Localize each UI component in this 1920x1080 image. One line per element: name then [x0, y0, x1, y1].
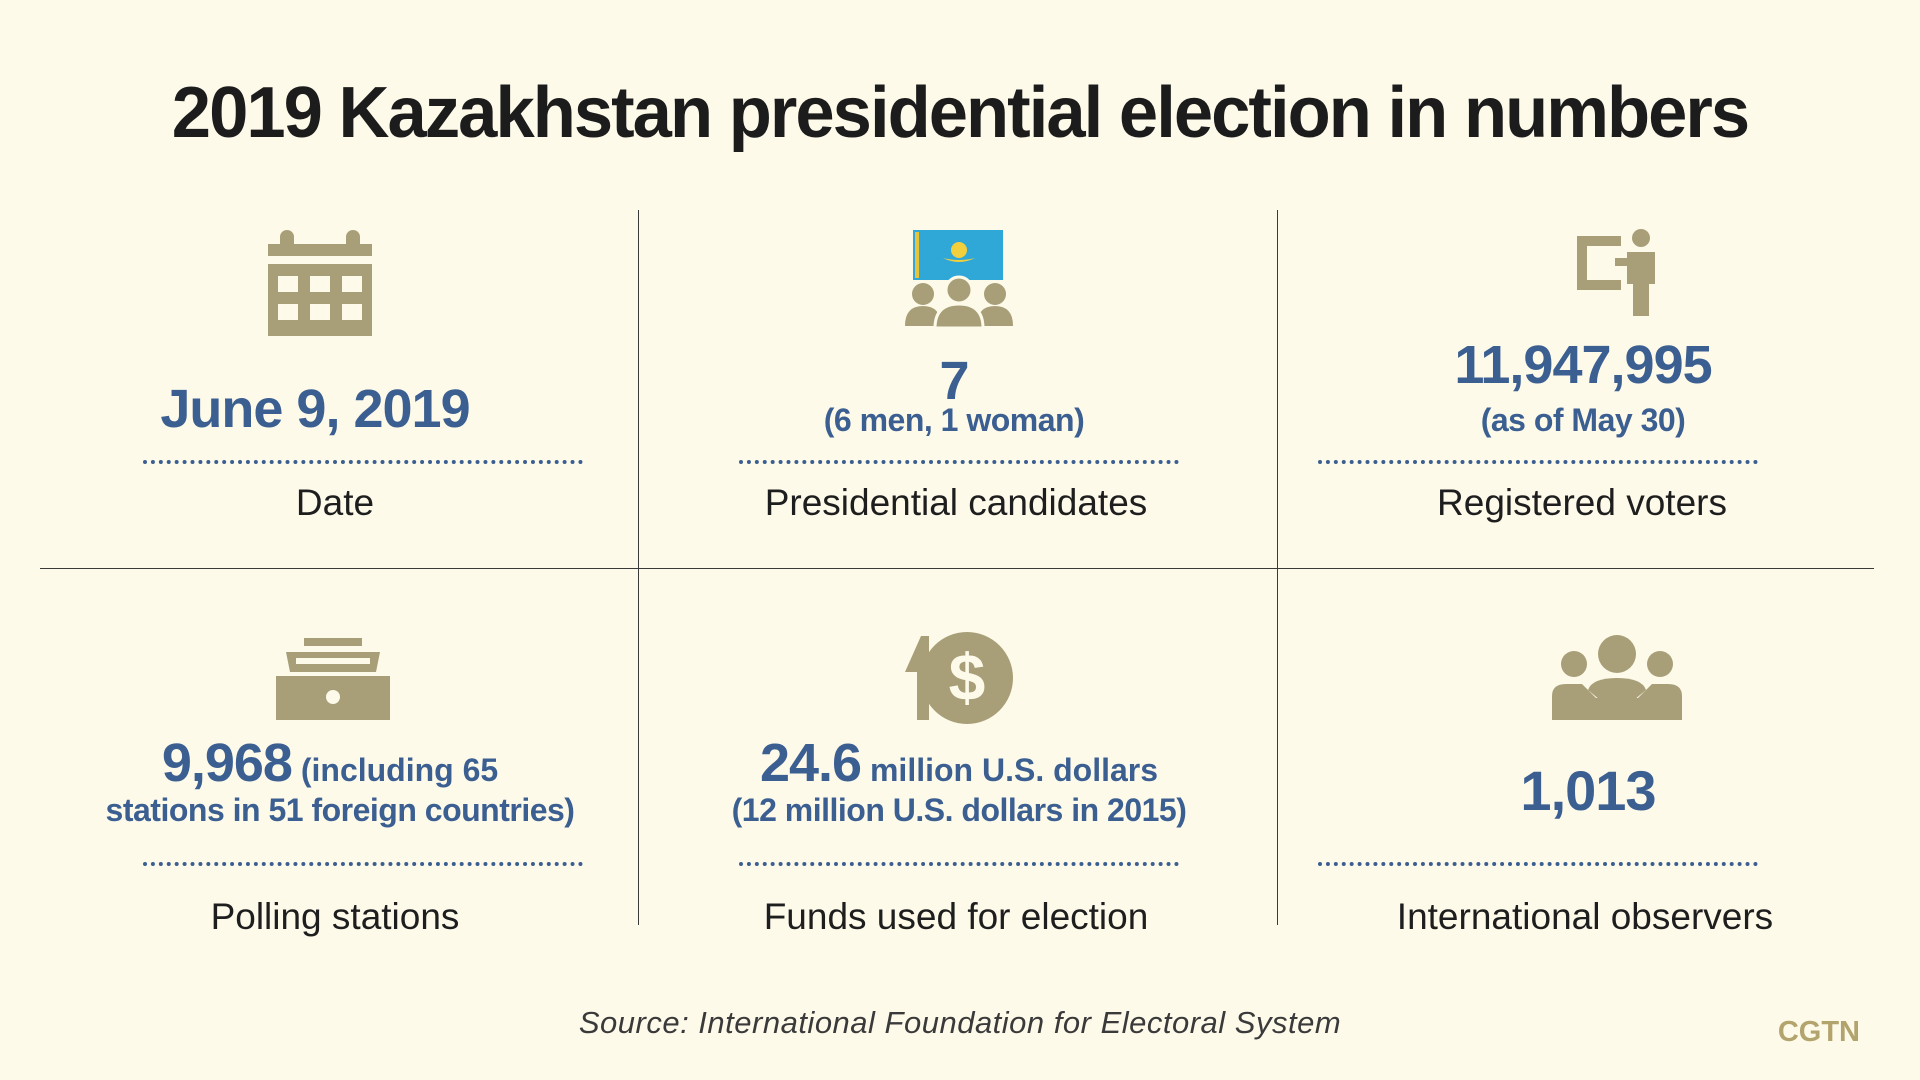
- funds-detail: (12 million U.S. dollars in 2015): [731, 792, 1187, 828]
- polling-value: 9,968: [161, 733, 293, 793]
- cell-observers: 1,013 International observers: [1278, 570, 1918, 937]
- observers-value: 1,013: [1520, 759, 1656, 822]
- voters-value: 11,947,995: [1454, 335, 1712, 395]
- svg-text:$: $: [949, 640, 986, 714]
- polling-label: Polling stations: [210, 896, 460, 937]
- candidates-divider: [739, 460, 1179, 464]
- cell-polling: 9,968 (including 65 stations in 51 forei…: [0, 570, 640, 937]
- brand-logo: CGTN: [1777, 1016, 1860, 1048]
- observers-divider: [1318, 862, 1758, 866]
- funds-value-line: 24.6 million U.S. dollars: [639, 732, 1279, 794]
- grid-divider-vertical-1: [638, 210, 639, 925]
- cell-candidates: 7 (6 men, 1 woman) Presidential candidat…: [639, 0, 1279, 560]
- funds-detail-inline: million U.S. dollars: [861, 752, 1159, 788]
- voters-detail: (as of May 30): [1480, 402, 1686, 438]
- cell-date: June 9, 2019 Date: [0, 0, 640, 560]
- funds-label: Funds used for election: [763, 896, 1149, 937]
- source-note: Source: International Foundation for Ele…: [578, 1005, 1342, 1040]
- polling-divider: [143, 862, 583, 866]
- grid-divider-horizontal: [40, 568, 1874, 569]
- people-icon: [1552, 635, 1683, 720]
- cell-funds: $ 24.6 million U.S. dollars (12 million …: [639, 570, 1279, 937]
- calendar-icon: [268, 230, 372, 336]
- dollar-icon: $: [905, 632, 1013, 724]
- ballot-box-icon: [275, 638, 390, 720]
- polling-detail: stations in 51 foreign countries): [105, 792, 575, 828]
- cell-voters: 11,947,995 (as of May 30) Registered vot…: [1278, 0, 1918, 560]
- page-title: 2019 Kazakhstan presidential election in…: [171, 73, 1750, 153]
- observers-label: International observers: [1396, 896, 1774, 937]
- funds-divider: [739, 862, 1179, 866]
- date-label: Date: [295, 482, 375, 523]
- voter-booth-icon: [1577, 229, 1656, 316]
- grid-divider-vertical-2: [1277, 210, 1278, 925]
- polling-detail-inline: (including 65: [291, 752, 499, 788]
- candidates-detail: (6 men, 1 woman): [823, 402, 1085, 438]
- voters-label: Registered voters: [1437, 482, 1727, 523]
- date-divider: [143, 460, 583, 464]
- voters-divider: [1318, 460, 1758, 464]
- funds-value: 24.6: [759, 733, 862, 793]
- date-value: June 9, 2019: [160, 379, 470, 439]
- polling-value-line: 9,968 (including 65: [0, 732, 640, 794]
- candidates-label: Presidential candidates: [764, 482, 1148, 523]
- candidates-value: 7: [939, 351, 969, 411]
- candidates-flag-icon: [905, 230, 1013, 328]
